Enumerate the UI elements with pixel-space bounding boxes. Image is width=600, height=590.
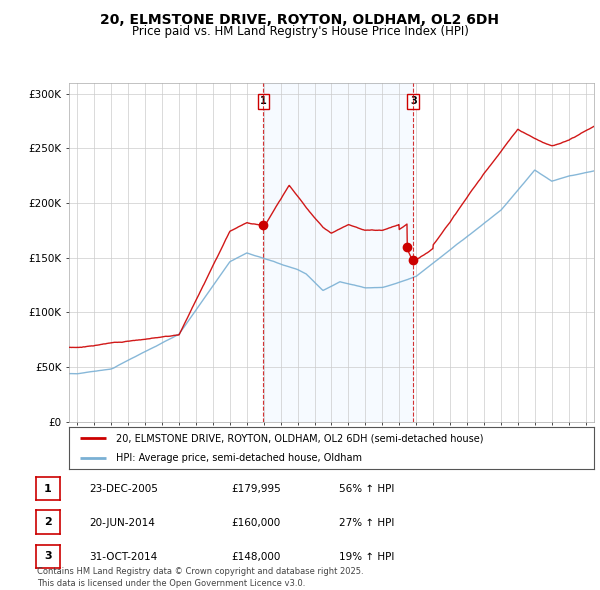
Text: 3: 3: [410, 96, 416, 106]
Bar: [263, 83, 413, 422]
Text: 19% ↑ HPI: 19% ↑ HPI: [339, 552, 394, 562]
Text: 20, ELMSTONE DRIVE, ROYTON, OLDHAM, OL2 6DH: 20, ELMSTONE DRIVE, ROYTON, OLDHAM, OL2 …: [101, 13, 499, 27]
Text: 20-JUN-2014: 20-JUN-2014: [89, 518, 155, 527]
Text: £179,995: £179,995: [231, 484, 281, 494]
Text: Contains HM Land Registry data © Crown copyright and database right 2025.
This d: Contains HM Land Registry data © Crown c…: [37, 568, 364, 588]
Text: HPI: Average price, semi-detached house, Oldham: HPI: Average price, semi-detached house,…: [116, 453, 362, 463]
Text: Price paid vs. HM Land Registry's House Price Index (HPI): Price paid vs. HM Land Registry's House …: [131, 25, 469, 38]
Text: £148,000: £148,000: [231, 552, 280, 562]
Text: 56% ↑ HPI: 56% ↑ HPI: [339, 484, 394, 494]
Text: 2: 2: [44, 517, 52, 527]
Text: 3: 3: [44, 552, 52, 561]
Text: 1: 1: [260, 96, 267, 106]
Text: 23-DEC-2005: 23-DEC-2005: [89, 484, 158, 494]
Text: 31-OCT-2014: 31-OCT-2014: [89, 552, 157, 562]
Text: 27% ↑ HPI: 27% ↑ HPI: [339, 518, 394, 527]
Text: 20, ELMSTONE DRIVE, ROYTON, OLDHAM, OL2 6DH (semi-detached house): 20, ELMSTONE DRIVE, ROYTON, OLDHAM, OL2 …: [116, 433, 484, 443]
Text: 1: 1: [44, 484, 52, 493]
Text: £160,000: £160,000: [231, 518, 280, 527]
